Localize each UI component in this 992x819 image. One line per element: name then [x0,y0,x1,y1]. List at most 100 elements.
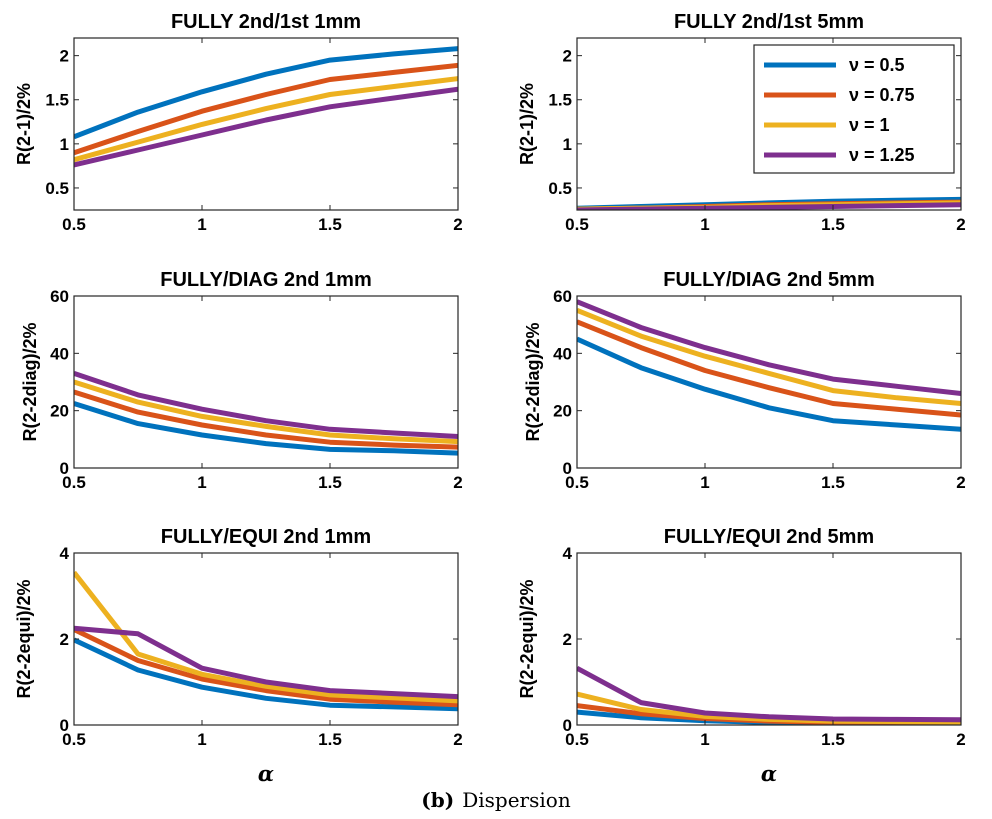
x-tick-label: 1.5 [318,473,342,492]
y-tick-label: 0 [60,459,69,478]
x-tick-label: 0.5 [62,730,86,749]
series-line-3 [74,76,458,163]
x-tick-label: 2 [956,730,965,749]
series-group [74,570,458,712]
x-tick-label: 2 [453,215,462,234]
y-tick-label: 0 [563,459,572,478]
figure-caption: (b) Dispersion [0,788,992,812]
y-axis-label: R(2-2equi)/2% [14,579,34,698]
x-tick-label: 1.5 [318,730,342,749]
series-line-2 [74,62,458,156]
panel-title: FULLY 2nd/1st 1mm [171,11,361,33]
series-line-4 [74,625,458,700]
x-tick-label: 0.5 [565,730,589,749]
series-line-2 [74,389,458,450]
x-tick-label: 0.5 [62,473,86,492]
series-line-1 [577,336,961,432]
y-axis-label: R(2-2equi)/2% [517,579,537,698]
x-axis-label: α [258,761,274,786]
y-tick-label: 40 [553,344,572,363]
panel-title: FULLY/EQUI 2nd 5mm [664,526,874,548]
y-tick-label: 60 [50,287,69,306]
x-tick-label: 1 [197,730,206,749]
series-group [577,665,961,725]
chart-panel-6: 0.5 1 1.5 2 0 2 4 FULLY/EQUI 2nd 5mm R(2-2equi)/… [517,526,966,786]
y-tick-label: 1 [563,135,572,154]
x-tick-label: 1.5 [821,473,845,492]
series-group [577,299,961,432]
y-tick-label: 1.5 [548,91,572,110]
y-axis-label: R(2-1)/2% [517,83,537,165]
series-line-3 [74,570,458,704]
series-line-1 [74,46,458,140]
y-tick-label: 40 [50,344,69,363]
series-group [74,46,458,168]
caption-tag: (b) [421,788,455,812]
series-line-4 [74,371,458,439]
series-line-2 [74,627,458,708]
series-line-4 [577,299,961,396]
x-tick-label: 2 [956,215,965,234]
panel-title: FULLY/EQUI 2nd 1mm [161,526,371,548]
y-tick-label: 1 [60,135,69,154]
y-axis-label: R(2-1)/2% [14,83,34,165]
y-tick-label: 2 [563,47,572,66]
series-line-4 [577,202,961,210]
legend-label-4: ν = 1.25 [849,145,915,165]
series-line-3 [74,379,458,445]
series-group [74,371,458,456]
x-tick-label: 1 [700,473,709,492]
x-axis-label: α [761,761,777,786]
chart-panel-5: 0.5 1 1.5 2 0 2 4 FULLY/EQUI 2nd 1mm R(2-2equi)/… [14,526,463,786]
series-line-1 [74,401,458,456]
legend-label-1: ν = 0.5 [849,55,905,75]
series-line-4 [577,665,961,723]
chart-panel-1: 0.5 1 1.5 2 0.5 1 1.5 2 FULLY 2nd/1st 1mm R(2-1)/… [14,11,463,234]
x-tick-label: 1.5 [821,215,845,234]
y-tick-label: 2 [563,630,572,649]
x-tick-label: 1 [700,730,709,749]
y-tick-label: 20 [50,402,69,421]
y-tick-label: 60 [553,287,572,306]
y-tick-label: 1.5 [45,91,69,110]
chart-panel-2: 0.5 1 1.5 2 0.5 1 1.5 2 FULLY 2nd/1st 5mm R(2-1)/… [517,11,966,234]
y-tick-label: 2 [60,630,69,649]
panel-title: FULLY 2nd/1st 5mm [674,11,864,33]
y-tick-label: 2 [60,47,69,66]
legend-label-2: ν = 0.75 [849,85,915,105]
series-line-1 [74,637,458,712]
series-line-2 [577,319,961,418]
series-group [577,196,961,210]
x-tick-label: 0.5 [62,215,86,234]
series-line-3 [577,307,961,406]
caption-text: Dispersion [462,788,571,812]
series-line-4 [74,86,458,168]
x-tick-label: 0.5 [565,215,589,234]
y-tick-label: 0.5 [45,179,69,198]
axes-box [73,37,459,211]
y-tick-label: 0.5 [548,179,572,198]
y-axis-label: R(2-2diag)/2% [523,322,543,441]
panel-title: FULLY/DIAG 2nd 5mm [663,269,875,291]
x-tick-label: 1 [197,215,206,234]
y-tick-label: 4 [563,544,573,563]
x-tick-label: 0.5 [565,473,589,492]
x-tick-label: 1 [197,473,206,492]
y-tick-label: 0 [60,716,69,735]
x-tick-label: 1 [700,215,709,234]
y-tick-label: 0 [563,716,572,735]
x-tick-label: 2 [453,730,462,749]
x-tick-label: 1.5 [821,730,845,749]
y-tick-label: 20 [553,402,572,421]
x-tick-label: 2 [453,473,462,492]
axes-box [576,295,962,469]
y-tick-label: 4 [60,544,70,563]
axes-box [576,37,962,211]
legend: ν = 0.5 ν = 0.75 ν = 1 ν = 1.25 [753,44,955,174]
legend-label-3: ν = 1 [849,115,890,135]
x-tick-label: 2 [956,473,965,492]
panel-title: FULLY/DIAG 2nd 1mm [160,269,372,291]
